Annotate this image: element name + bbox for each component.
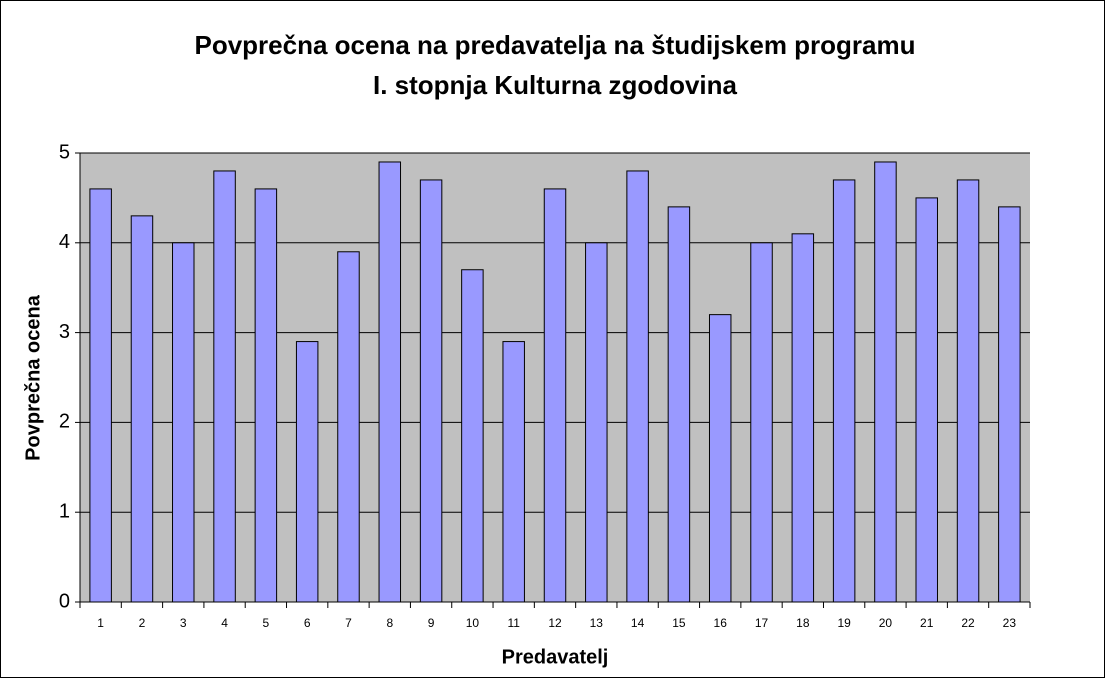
bar: [419, 179, 443, 603]
bar: [585, 242, 608, 603]
x-tick-label: 12: [548, 616, 562, 630]
bar: [915, 197, 938, 603]
bar: [130, 215, 154, 603]
bar: [378, 161, 402, 603]
y-axis-label: Povprečna ocena: [22, 294, 44, 461]
x-tick-label: 21: [920, 616, 934, 630]
x-tick-label: 1: [97, 616, 104, 630]
x-tick-label: 11: [507, 616, 520, 630]
bar: [461, 269, 484, 603]
x-tick-label: 23: [1003, 616, 1017, 630]
x-tick-label: 22: [961, 616, 975, 630]
bar: [172, 242, 195, 603]
bar: [626, 170, 649, 603]
bar: [832, 179, 856, 603]
x-tick-label: 3: [180, 616, 187, 630]
y-tick-label: 4: [59, 231, 70, 253]
y-tick-label: 5: [59, 141, 70, 163]
x-tick-label: 5: [263, 616, 270, 630]
x-tick-label: 19: [837, 616, 851, 630]
bar: [502, 341, 525, 603]
bar: [708, 314, 732, 603]
y-tick-label: 3: [59, 321, 70, 343]
x-tick-label: 6: [304, 616, 311, 630]
x-tick-label: 8: [386, 616, 393, 630]
y-tick-label: 0: [59, 590, 70, 612]
x-tick-label: 9: [428, 616, 435, 630]
bar: [337, 251, 360, 603]
chart-title: Povprečna ocena na predavatelja na študi…: [194, 30, 915, 60]
x-tick-label: 7: [345, 616, 352, 630]
bar: [998, 206, 1021, 603]
x-tick-label: 15: [672, 616, 686, 630]
x-axis-label: Predavatelj: [502, 646, 609, 668]
y-tick-label: 2: [59, 411, 70, 433]
x-tick-label: 2: [139, 616, 146, 630]
bar: [667, 206, 691, 603]
x-tick-label: 20: [879, 616, 893, 630]
x-tick-label: 16: [714, 616, 728, 630]
x-tick-label: 4: [221, 616, 228, 630]
bar: [750, 242, 773, 603]
bar: [254, 188, 278, 603]
x-tick-label: 13: [590, 616, 604, 630]
x-tick-label: 18: [796, 616, 810, 630]
bar: [956, 179, 980, 603]
bar: [543, 188, 567, 603]
bar: [874, 161, 897, 603]
y-tick-label: 1: [59, 500, 70, 522]
x-tick-label: 14: [631, 616, 645, 630]
x-tick-label: 17: [755, 616, 769, 630]
bar: [213, 170, 236, 603]
bar: [89, 188, 112, 603]
bar: [295, 341, 319, 603]
chart-title: I. stopnja Kulturna zgodovina: [373, 70, 738, 100]
bar: [791, 233, 815, 603]
x-tick-label: 10: [466, 616, 480, 630]
